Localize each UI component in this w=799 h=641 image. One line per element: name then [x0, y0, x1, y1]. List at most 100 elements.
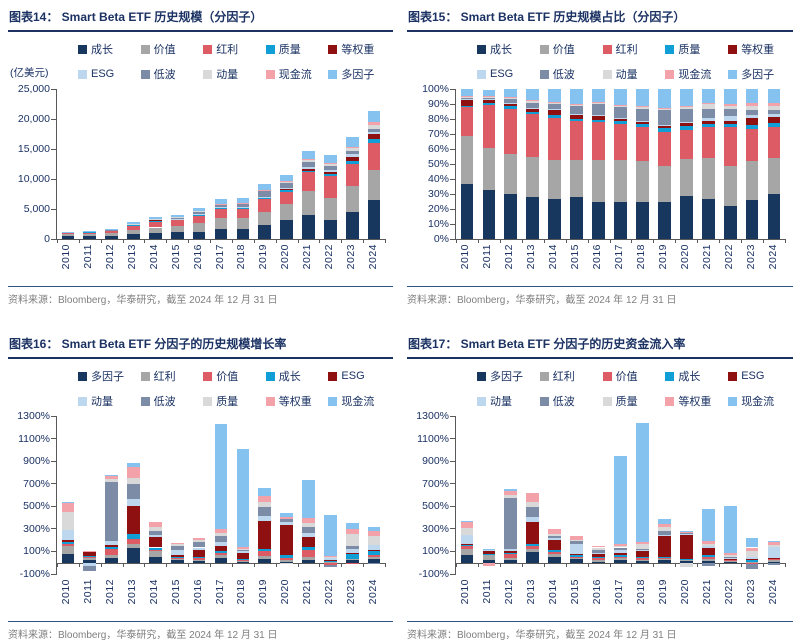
y-tick-label: 100% [23, 545, 50, 557]
x-tick-label: 2021 [301, 579, 313, 604]
bar-segment [237, 553, 250, 559]
bar-segment [768, 103, 781, 106]
legend-swatch-icon [728, 45, 737, 54]
bar-segment [724, 553, 737, 555]
bar-segment [548, 103, 561, 104]
bar-segment [127, 467, 140, 478]
legend-swatch-icon [540, 70, 549, 79]
x-tick-label: 2017 [214, 244, 226, 269]
bar-segment [702, 124, 715, 126]
x-tick-label: 2012 [503, 579, 515, 604]
x-tick-label: 2023 [745, 579, 757, 604]
x-tick-label: 2015 [569, 579, 581, 604]
bar-segment [237, 560, 250, 561]
legend-label: 价值 [553, 41, 575, 57]
y-tick-label: 1100% [417, 433, 449, 445]
legend-label: 质量 [616, 393, 638, 409]
legend-item: 红利 [603, 41, 666, 57]
bar-segment [149, 548, 162, 550]
bar-segment [215, 536, 228, 543]
bar-segment [548, 554, 561, 557]
bar-segment [724, 109, 737, 116]
legend-item: 低波 [141, 66, 204, 82]
legend-item: 质量 [266, 41, 329, 57]
x-tick-label: 2010 [60, 579, 72, 604]
bar-segment [636, 550, 649, 551]
legend-swatch-icon [603, 372, 612, 381]
bar-segment [171, 226, 184, 232]
x-tick-mark [785, 563, 786, 567]
bar-segment [592, 122, 605, 160]
bar-segment [368, 555, 381, 557]
x-tick-label: 2024 [767, 579, 779, 604]
legend-label: ESG [490, 68, 513, 80]
bar-segment [346, 554, 359, 559]
bar-segment [215, 207, 228, 208]
y-tick-mark [450, 483, 456, 484]
chart-area: 1300%1100%900%700%500%300%100%-100% [8, 416, 393, 574]
y-tick-label: 60% [428, 143, 449, 155]
x-tick-label: 2020 [679, 579, 691, 604]
chart-plot [455, 416, 785, 574]
legend-item: 成长 [665, 368, 728, 384]
bar-segment [724, 558, 737, 559]
bar-segment [105, 476, 118, 479]
bar-segment [324, 556, 337, 557]
bar-segment [592, 554, 605, 557]
chart-title: 图表15： Smart Beta ETF 历史规模占比（分因子） [407, 5, 793, 32]
bar-segment [193, 550, 206, 557]
bar-segment [193, 214, 206, 215]
x-axis-line [456, 563, 785, 564]
bar-segment [149, 527, 162, 530]
bar-segment [526, 493, 539, 501]
legend-item: 等权重 [266, 393, 329, 409]
bar-segment [215, 229, 228, 239]
x-tick-label: 2014 [148, 244, 160, 269]
bar-segment [724, 124, 737, 127]
x-tick-label: 2018 [635, 579, 647, 604]
bar-segment [237, 551, 250, 552]
y-tick-mark [450, 506, 456, 507]
bar-segment [127, 506, 140, 534]
bar-segment [768, 563, 781, 565]
x-tick-label: 2022 [323, 244, 335, 269]
legend-swatch-icon [266, 397, 275, 406]
bar-segment [614, 160, 627, 202]
x-tick-label: 2011 [82, 244, 94, 269]
bar-segment [724, 206, 737, 239]
bar-segment [62, 503, 75, 512]
y-tick-mark [51, 209, 57, 210]
bar-segment [592, 562, 605, 563]
bar-segment [237, 550, 250, 551]
bar-segment [526, 108, 539, 109]
legend-label: 现金流 [279, 66, 312, 82]
x-tick-mark [697, 563, 698, 567]
bar-segment [702, 544, 715, 546]
bar-segment [570, 197, 583, 239]
bar-segment [614, 550, 627, 553]
x-tick-label: 2018 [235, 244, 247, 269]
legend-label: 成长 [279, 368, 301, 384]
y-tick-mark [450, 574, 456, 575]
bar-segment [702, 555, 715, 557]
y-tick-mark [51, 416, 57, 417]
bar-segment [324, 170, 337, 173]
bar-segment [324, 561, 337, 562]
bar-segment [193, 538, 206, 539]
bar-segment [280, 513, 293, 518]
bar-segment [504, 154, 517, 195]
bar-segment [680, 534, 693, 535]
panel-figure-17: 图表17： Smart Beta ETF 分因子的历史资金流入率 多因子红利价值… [407, 332, 793, 641]
bar-segment [237, 449, 250, 547]
y-tick-mark [51, 483, 57, 484]
legend-swatch-icon [540, 397, 549, 406]
legend-item: ESG [78, 66, 141, 82]
x-tick-label: 2015 [170, 244, 182, 269]
y-tick-mark [51, 89, 57, 90]
bar-segment [504, 495, 517, 498]
bar-segment [368, 527, 381, 532]
x-tick-label: 2024 [767, 244, 779, 269]
legend-item: 多因子 [328, 66, 391, 82]
bar-segment [636, 89, 649, 106]
